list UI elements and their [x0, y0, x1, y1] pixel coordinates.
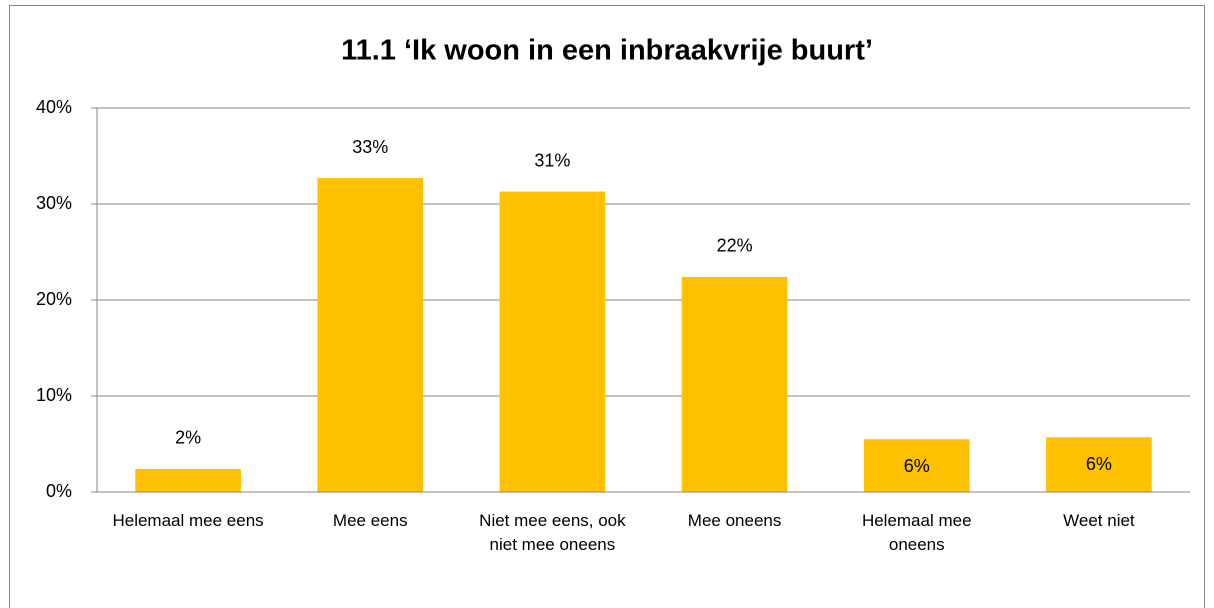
y-tick-label: 30% — [36, 193, 72, 213]
bar — [863, 439, 970, 492]
data-label: 22% — [717, 236, 753, 256]
data-label: 6% — [1086, 454, 1112, 474]
chart-title: 11.1 ‘Ik woon in een inbraakvrije buurt’ — [341, 35, 873, 67]
data-label: 31% — [534, 150, 570, 170]
data-label: 2% — [175, 428, 201, 448]
y-tick-label: 20% — [36, 289, 72, 309]
x-tick-label: Weet niet — [1063, 511, 1135, 530]
data-label: 33% — [352, 137, 388, 157]
bar — [1046, 437, 1152, 492]
x-tick-label: Mee eens — [332, 511, 408, 530]
x-tick-label: Helemaal mee eens — [112, 511, 264, 530]
bar — [135, 468, 241, 492]
x-tick-label: Niet mee eens, ook niet mee oneens — [479, 511, 626, 554]
x-tick-label: Mee oneens — [687, 511, 782, 530]
y-tick-label: 40% — [36, 97, 72, 117]
chart-border — [9, 5, 1205, 608]
bar — [317, 178, 424, 492]
bar — [499, 191, 606, 492]
y-tick-label: 10% — [36, 385, 72, 405]
data-label: 6% — [904, 456, 930, 476]
bar — [681, 276, 788, 492]
y-tick-label: 0% — [46, 481, 72, 501]
x-tick-label: Helemaal mee oneens — [861, 511, 972, 554]
